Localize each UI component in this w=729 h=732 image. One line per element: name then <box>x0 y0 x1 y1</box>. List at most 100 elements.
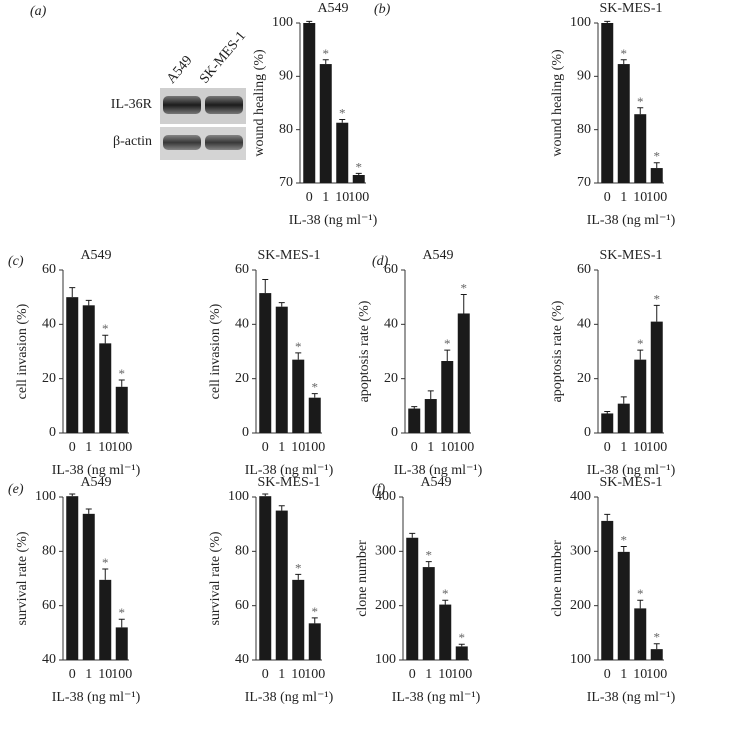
error-bar <box>444 349 451 362</box>
error-bar <box>637 599 644 609</box>
x-tick-label: 100 <box>111 440 132 455</box>
bar <box>406 537 419 660</box>
significance-marker: * <box>637 94 644 109</box>
x-axis-label: IL-38 (ng ml⁻¹) <box>52 463 141 478</box>
error-bar <box>458 643 465 647</box>
y-tick-label: 60 <box>42 262 56 277</box>
x-tick-label: 10 <box>98 440 112 455</box>
significance-marker: * <box>637 336 644 351</box>
bar <box>292 579 305 660</box>
significance-marker: * <box>295 560 302 575</box>
x-tick-label: 0 <box>69 440 76 455</box>
x-axis-label: IL-38 (ng ml⁻¹) <box>587 213 676 228</box>
y-tick-label: 60 <box>42 598 56 613</box>
chart-title: A549 <box>420 475 451 490</box>
error-bar <box>604 20 611 23</box>
x-tick-label: 1 <box>322 190 329 205</box>
blot-band <box>163 135 201 150</box>
bar <box>115 627 128 660</box>
y-tick-label: 300 <box>570 544 591 559</box>
chart-title: A549 <box>80 475 111 490</box>
x-tick-label: 10 <box>633 440 647 455</box>
error-bar <box>295 573 302 580</box>
y-tick-label: 0 <box>49 425 56 440</box>
panel-label: (b) <box>374 2 391 17</box>
error-bar <box>355 172 362 175</box>
chart-panel: (d) A549 apoptosis rate (%) IL-38 (ng ml⁻¹)… <box>357 248 482 478</box>
chart-panel: SK-MES-1 cell invasion (%) IL-38 (ng ml⁻¹)… <box>208 248 333 478</box>
significance-marker: * <box>119 605 126 620</box>
x-tick-label: 0 <box>604 190 611 205</box>
significance-marker: * <box>312 380 319 395</box>
error-bar <box>278 302 285 307</box>
error-bar <box>102 568 109 580</box>
y-tick-label: 60 <box>235 262 249 277</box>
blot-column-label: SK-MES-1 <box>197 29 249 87</box>
x-tick-label: 100 <box>646 667 667 682</box>
x-tick-label: 0 <box>69 667 76 682</box>
y-tick-label: 400 <box>375 489 396 504</box>
x-tick-label: 0 <box>409 667 416 682</box>
chart-panel: SK-MES-1 apoptosis rate (%) IL-38 (ng ml⁻¹… <box>550 248 675 478</box>
bar <box>308 397 321 433</box>
y-axis-label: survival rate (%) <box>208 531 223 625</box>
y-tick-label: 100 <box>228 489 249 504</box>
x-tick-label: 10 <box>291 440 305 455</box>
bar <box>634 608 647 660</box>
x-tick-label: 1 <box>85 667 92 682</box>
x-tick-label: 0 <box>604 440 611 455</box>
y-tick-label: 60 <box>235 598 249 613</box>
error-bar <box>460 293 467 314</box>
blot-row-label: IL-36R <box>111 97 153 112</box>
x-tick-label: 1 <box>620 440 627 455</box>
significance-marker: * <box>102 321 109 336</box>
significance-marker: * <box>621 46 628 61</box>
significance-marker: * <box>654 291 661 306</box>
bar <box>66 297 79 433</box>
x-tick-label: 100 <box>451 667 472 682</box>
error-bar <box>620 545 627 552</box>
bar <box>99 343 112 433</box>
chart-title: A549 <box>80 248 111 263</box>
bar <box>601 413 614 433</box>
bar <box>115 386 128 433</box>
bar <box>441 361 454 433</box>
x-tick-label: 0 <box>262 667 269 682</box>
y-axis-label: wound healing (%) <box>252 49 267 157</box>
y-tick-label: 60 <box>384 262 398 277</box>
y-tick-label: 80 <box>235 544 249 559</box>
significance-marker: * <box>654 630 661 645</box>
y-tick-label: 100 <box>375 652 396 667</box>
y-tick-label: 100 <box>35 489 56 504</box>
bar <box>308 623 321 660</box>
bar <box>601 520 614 660</box>
chart-title: SK-MES-1 <box>599 248 662 263</box>
y-tick-label: 60 <box>577 262 591 277</box>
chart-panel: (b) A549 wound healing (%) IL-38 (ng ml⁻¹) 7… <box>252 1 390 228</box>
bar <box>99 579 112 660</box>
bar <box>650 168 663 183</box>
x-tick-label: 1 <box>425 667 432 682</box>
bar <box>275 306 288 433</box>
blot-panel: (a) A549 SK-MES-1 IL-36R β-actin <box>30 4 249 160</box>
error-bar <box>604 513 611 521</box>
significance-marker: * <box>654 149 661 164</box>
x-tick-label: 1 <box>278 667 285 682</box>
y-tick-label: 40 <box>42 652 56 667</box>
y-tick-label: 20 <box>42 371 56 386</box>
chart-panel: (e) A549 survival rate (%) IL-38 (ng ml⁻¹) 4… <box>8 475 141 705</box>
bar <box>82 513 95 660</box>
y-tick-label: 40 <box>384 317 398 332</box>
y-axis-label: cell invasion (%) <box>208 303 223 399</box>
error-bar <box>262 493 269 497</box>
significance-marker: * <box>356 159 363 174</box>
bar <box>439 604 452 660</box>
bar <box>82 305 95 433</box>
y-axis-label: wound healing (%) <box>550 49 565 157</box>
bar <box>601 23 614 183</box>
significance-marker: * <box>621 532 628 547</box>
y-tick-label: 40 <box>235 652 249 667</box>
bar <box>617 403 630 433</box>
y-tick-label: 400 <box>570 489 591 504</box>
